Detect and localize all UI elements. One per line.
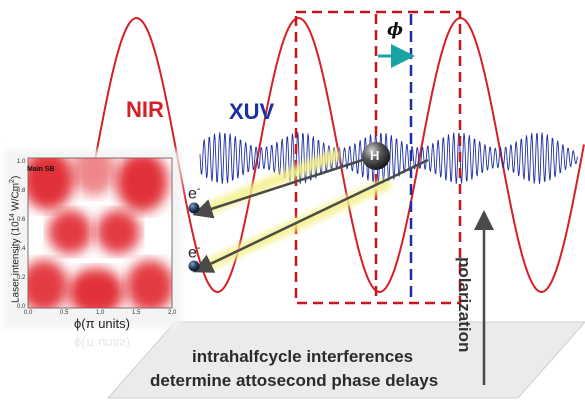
caption-line-1: intrahalfcycle interferences [192,347,414,366]
heatmap-blob [28,260,68,308]
half-cycle-box [294,10,462,305]
inset-x-tick: 0.5 [60,310,69,316]
inset-ylabel-unit-exp: 2 [9,179,16,183]
inset-x-axis-label: ϕ(π units) [74,316,130,331]
nir-label: NIR [126,97,164,122]
inset-y-axis-label: Laser intensity (1014 W/Cm2) [9,176,21,303]
hydrogen-atom-icon [362,142,390,170]
electron-path-upper [192,155,373,219]
inset-x-tick: 2.0 [168,310,177,316]
heatmap-blob [116,158,168,212]
caption-line-2: determine attosecond phase delays [150,371,439,390]
electron-label-lower: e- [188,242,201,262]
inset-x-tick: 1.5 [132,310,141,316]
inset-ylabel-text: Laser intensity (10 [10,221,22,303]
polarization-label: polarization [455,257,474,353]
phi-label: ϕ [387,20,404,40]
inset-ylabel-end: ) [10,175,22,180]
heatmap-blob [28,158,74,210]
inset-ylabel-exp: 14 [9,213,16,222]
electron-label-upper: e- [188,183,201,203]
ground-plane [106,321,585,399]
inset-y-tick: 0.4 [17,246,26,252]
heatmap-blob [68,268,124,308]
xuv-label: XUV [229,99,275,124]
inset-y-tick: 1.0 [17,159,26,165]
heatmap-blob [72,158,116,196]
beam-glow-upper [203,147,343,216]
electron-sphere-icon [188,260,200,272]
electron-path-lower [192,158,429,273]
heatmap-blob [48,210,92,254]
inset-title: Main SB [27,166,55,173]
inset-x-tick: 1.0 [96,310,105,316]
heatmap-blob [126,260,172,308]
electron-symbol: e [188,185,197,203]
inset-x-tick: 0.0 [24,310,33,316]
inset-y-tick: 0.2 [17,275,26,281]
electron-symbol: e [188,244,197,262]
inset-y-tick: 0.0 [17,304,26,310]
inset-y-tick: 0.8 [17,188,26,194]
heatmap-blob [96,210,140,254]
inset-x-axis-label-reflection: ϕ(π units) [74,336,130,351]
inset-y-tick: 0.6 [17,217,26,223]
electron-charge: - [196,183,201,195]
hydrogen-label: H [370,148,380,163]
inset-chart [4,150,182,328]
electron-charge: - [196,242,201,254]
electron-sphere-icon [188,202,200,214]
